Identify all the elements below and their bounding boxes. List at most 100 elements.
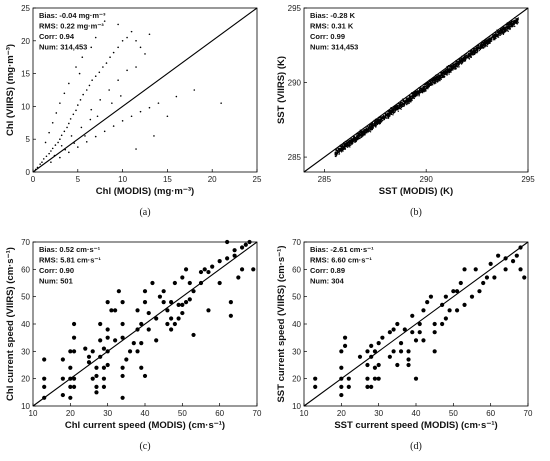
scatter-point [358, 137, 360, 139]
scatter-point [488, 38, 490, 40]
scatter-point [389, 110, 391, 112]
scatter-point [372, 376, 378, 381]
scatter-point [50, 150, 52, 152]
scatter-point [475, 49, 477, 52]
scatter-point [105, 300, 110, 305]
stat-line: Bias: -0.28 K [310, 11, 356, 20]
scatter-point [371, 123, 373, 125]
scatter-point [469, 52, 471, 54]
scatter-point [450, 68, 452, 70]
scatter-point [365, 362, 370, 368]
scatter-point [429, 84, 431, 86]
scatter-point [404, 100, 406, 102]
scatter-point [342, 150, 344, 152]
scatter-point [496, 34, 498, 37]
scatter-point [472, 54, 474, 56]
scatter-point [376, 119, 378, 121]
scatter-point [477, 50, 479, 53]
x-tick-label: 70 [253, 409, 262, 418]
scatter-point [343, 144, 346, 146]
scatter-point [495, 37, 497, 39]
scatter-point [442, 73, 444, 75]
scatter-point [417, 321, 422, 327]
scatter-point [45, 155, 48, 158]
scatter-point [335, 155, 337, 158]
scatter-point [481, 280, 486, 286]
scatter-point [409, 101, 411, 103]
x-tick-label: 20 [337, 409, 346, 418]
scatter-point [206, 269, 211, 275]
y-tick-label: 50 [21, 293, 30, 302]
scatter-point [336, 151, 338, 153]
panel-label: (a) [139, 207, 150, 218]
scatter-point [410, 100, 412, 102]
scatter-point [433, 81, 435, 84]
scatter-point [458, 64, 460, 66]
scatter-point [431, 83, 433, 85]
scatter-point [59, 138, 61, 140]
scatter-point [389, 114, 391, 116]
y-axis-label: SST current speed (VIIRS) (cm·s⁻¹) [276, 245, 287, 402]
scatter-point [468, 53, 470, 55]
scatter-point [384, 116, 387, 118]
scatter-point [419, 90, 421, 92]
x-tick-label: 285 [318, 175, 332, 184]
scatter-point [509, 21, 511, 24]
scatter-point [416, 90, 418, 93]
x-axis-label: Chl (MODIS) (mg·m⁻³) [96, 186, 194, 197]
scatter-point [422, 90, 424, 92]
scatter-point [341, 147, 343, 149]
scatter-point [393, 111, 395, 114]
scatter-point [432, 78, 435, 80]
scatter-point [243, 242, 248, 247]
x-axis-label: SST current speed (MODIS) (cm·s⁻¹) [334, 420, 497, 431]
scatter-point [431, 82, 433, 85]
scatter-point [496, 31, 498, 33]
scatter-point [435, 76, 437, 79]
scatter-point [377, 120, 379, 122]
scatter-point [516, 21, 518, 23]
scatter-point [378, 123, 381, 125]
scatter-point [483, 41, 485, 44]
scatter-point [406, 357, 411, 362]
scatter-point [391, 110, 393, 113]
scatter-point [352, 138, 355, 140]
scatter-point [352, 140, 354, 143]
scatter-point [411, 95, 413, 97]
scatter-point [485, 40, 488, 42]
scatter-point [486, 43, 489, 46]
scatter-point [386, 113, 389, 115]
scatter-point [402, 327, 407, 332]
scatter-point [500, 29, 502, 31]
scatter-point [191, 332, 196, 338]
y-tick-label: 10 [292, 402, 301, 411]
scatter-point [454, 64, 456, 67]
scatter-point [439, 79, 441, 82]
scatter-point [418, 91, 420, 94]
scatter-point [446, 68, 448, 70]
scatter-point [450, 70, 452, 72]
scatter-point [365, 129, 367, 131]
scatter-point [338, 148, 340, 150]
scatter-point [68, 122, 70, 125]
scatter-point [389, 113, 391, 115]
scatter-point [476, 52, 478, 54]
scatter-point [513, 23, 515, 25]
scatter-point [117, 23, 119, 26]
scatter-point [491, 36, 493, 39]
scatter-point [512, 20, 514, 22]
scatter-point [370, 125, 372, 128]
scatter-point [396, 105, 398, 107]
scatter-point [334, 153, 336, 156]
scatter-point [42, 158, 45, 160]
scatter-point [356, 138, 358, 140]
scatter-point [361, 134, 363, 136]
scatter-point [71, 335, 77, 340]
scatter-point [59, 102, 61, 104]
scatter-point [503, 30, 505, 32]
scatter-point [408, 96, 411, 98]
scatter-point [120, 321, 125, 327]
scatter-point [364, 131, 366, 133]
scatter-point [354, 137, 357, 140]
scatter-point [407, 99, 409, 101]
